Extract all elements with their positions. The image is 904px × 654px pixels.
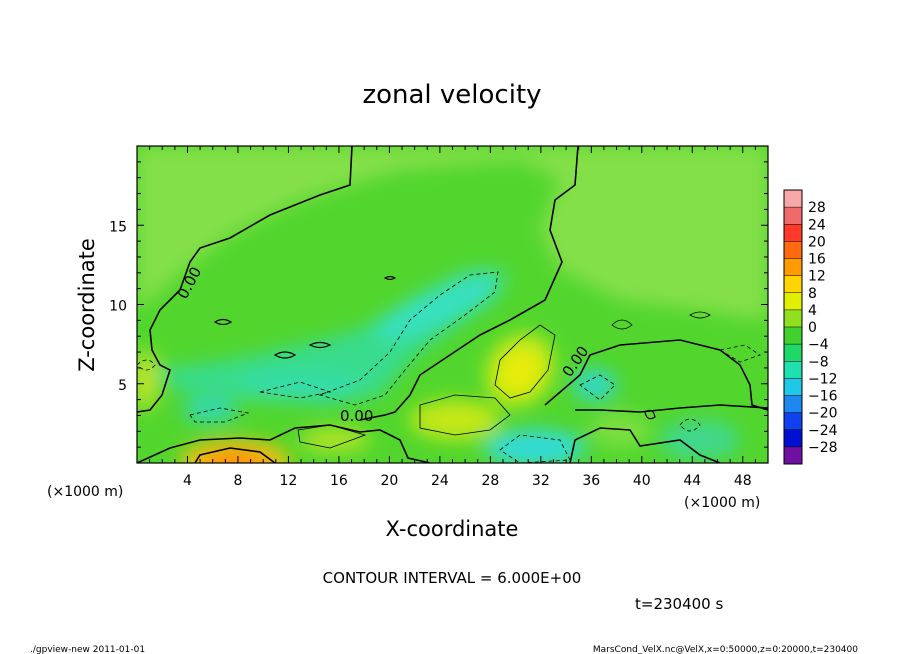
colorbar-cell	[784, 292, 802, 311]
colorbar-cell	[784, 361, 802, 379]
colorbar-cell	[784, 207, 802, 225]
colorbar-cell	[784, 224, 802, 242]
chart-title: zonal velocity	[362, 80, 541, 110]
colorbar-label: −4	[808, 337, 829, 353]
colorbar-label: −8	[808, 354, 829, 370]
colorbar-label: 24	[808, 217, 826, 233]
colorbar-cell	[784, 344, 802, 362]
x-tick-label: 48	[734, 473, 752, 489]
colorbar-cell	[784, 429, 802, 448]
colorbar-cell	[784, 258, 802, 277]
plot-area: 0.00 0.00 0.00	[137, 146, 768, 463]
y-tick-label: 10	[109, 299, 127, 315]
colorbar-cell	[784, 378, 802, 396]
colorbar-label: −12	[808, 371, 838, 387]
x-tick-label: 28	[481, 473, 499, 489]
time-label: t=230400 s	[635, 595, 723, 613]
colorbar-label: 20	[808, 234, 826, 250]
x-tick-label: 8	[233, 473, 242, 489]
zero-contour-label: 0.00	[340, 407, 373, 425]
x-tick-label: 32	[532, 473, 550, 489]
colorbar-label: 16	[808, 252, 826, 268]
x-tick-label: 36	[582, 473, 600, 489]
x-tick-label: 44	[683, 473, 701, 489]
colorbar-cell	[784, 309, 802, 328]
x-tick-label: 12	[280, 473, 298, 489]
colorbar-cell	[784, 241, 802, 259]
x-ticks: 4 8 12 16 20 24 28 32 36 40 44 48	[149, 146, 756, 489]
y-tick-label: 15	[109, 219, 127, 235]
colorbar-label: 0	[808, 320, 817, 336]
colorbar-cell	[784, 327, 802, 345]
colorbar-label: −20	[808, 406, 838, 422]
y-tick-label: 5	[118, 378, 127, 394]
x-unit-label-right: (×1000 m)	[684, 495, 760, 511]
colorbar-label: 8	[808, 286, 817, 302]
colorbar-label: 4	[808, 303, 817, 319]
colorbar-cell	[784, 446, 802, 465]
x-tick-label: 40	[633, 473, 651, 489]
x-tick-label: 20	[380, 473, 398, 489]
y-axis-label: Z-coordinate	[75, 238, 99, 372]
colorbar-label: −28	[808, 440, 838, 456]
colorbar-label: 28	[808, 200, 826, 216]
y-ticks: 5 10 15	[109, 161, 768, 448]
colorbar-cell	[784, 412, 802, 431]
contour-interval: CONTOUR INTERVAL = 6.000E+00	[323, 569, 582, 587]
x-tick-label: 24	[431, 473, 449, 489]
colorbar-label: 12	[808, 269, 826, 285]
colorbar-label: −16	[808, 389, 838, 405]
x-axis-label: X-coordinate	[386, 517, 519, 541]
footer-right: MarsCond_VelX.nc@VelX,x=0:50000,z=0:2000…	[593, 645, 858, 654]
x-tick-label: 4	[183, 473, 192, 489]
x-unit-label-left: (×1000 m)	[47, 484, 123, 500]
colorbar-label: −24	[808, 423, 838, 439]
colorbar-cell	[784, 395, 802, 414]
colorbar-cell	[784, 275, 802, 294]
footer-left: ./gpview-new 2011-01-01	[30, 645, 145, 654]
x-tick-label: 16	[330, 473, 348, 489]
colorbar-cell	[784, 190, 802, 208]
